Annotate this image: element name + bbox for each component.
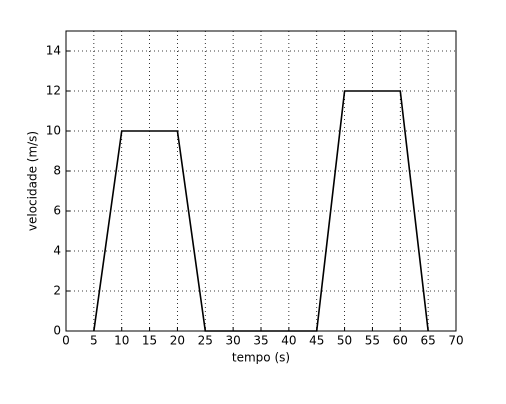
y-tick-label: 10 <box>46 124 61 138</box>
x-tick-label: 25 <box>198 334 213 348</box>
y-tick-label: 14 <box>46 44 61 58</box>
x-tick-label: 65 <box>421 334 436 348</box>
x-tick-label: 55 <box>365 334 380 348</box>
x-tick-label: 45 <box>309 334 324 348</box>
x-tick-label: 0 <box>62 334 70 348</box>
y-tick-label: 2 <box>53 284 61 298</box>
y-axis-label: velocidade (m/s) <box>26 131 40 231</box>
x-tick-label: 40 <box>281 334 296 348</box>
y-tick-label: 0 <box>53 324 61 338</box>
x-tick-label: 10 <box>114 334 129 348</box>
x-tick-label: 5 <box>90 334 98 348</box>
x-tick-label: 60 <box>393 334 408 348</box>
y-tick-label: 4 <box>53 244 61 258</box>
x-tick-label: 70 <box>448 334 463 348</box>
x-tick-label: 20 <box>170 334 185 348</box>
x-axis-label: tempo (s) <box>232 351 290 365</box>
plot-frame <box>65 30 457 332</box>
x-tick-label: 50 <box>337 334 352 348</box>
y-tick-label: 8 <box>53 164 61 178</box>
x-tick-label: 30 <box>226 334 241 348</box>
x-tick-label: 35 <box>253 334 268 348</box>
y-tick-label: 6 <box>53 204 61 218</box>
y-tick-label: 12 <box>46 84 61 98</box>
x-tick-label: 15 <box>142 334 157 348</box>
